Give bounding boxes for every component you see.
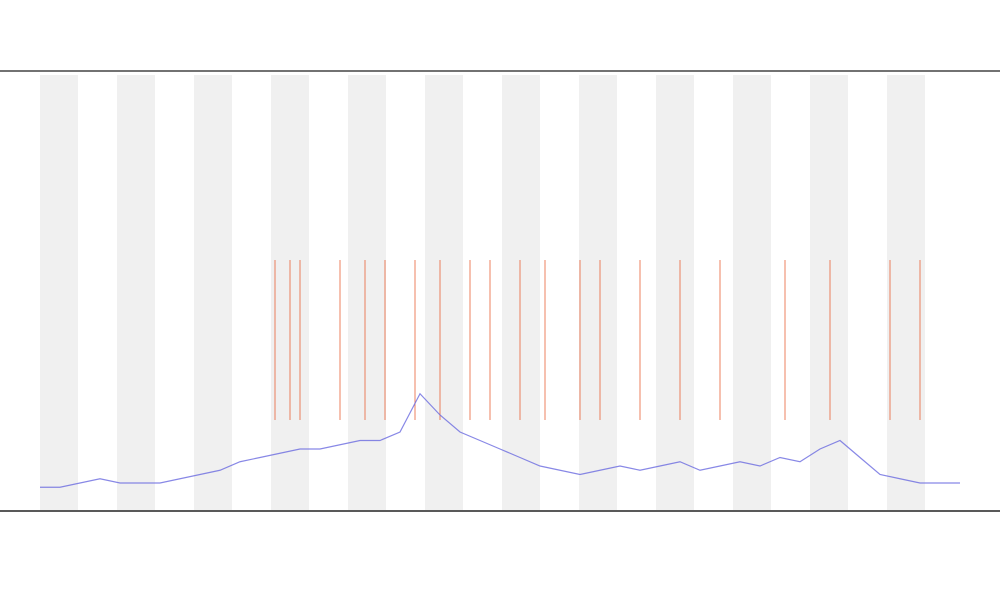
band (887, 75, 925, 510)
band (40, 75, 78, 510)
band (656, 75, 694, 510)
band (733, 75, 771, 510)
band (348, 75, 386, 510)
band (194, 75, 232, 510)
series-line (40, 392, 960, 488)
band (810, 75, 848, 510)
band (117, 75, 155, 510)
band (425, 75, 463, 510)
band (502, 75, 540, 510)
band (579, 75, 617, 510)
